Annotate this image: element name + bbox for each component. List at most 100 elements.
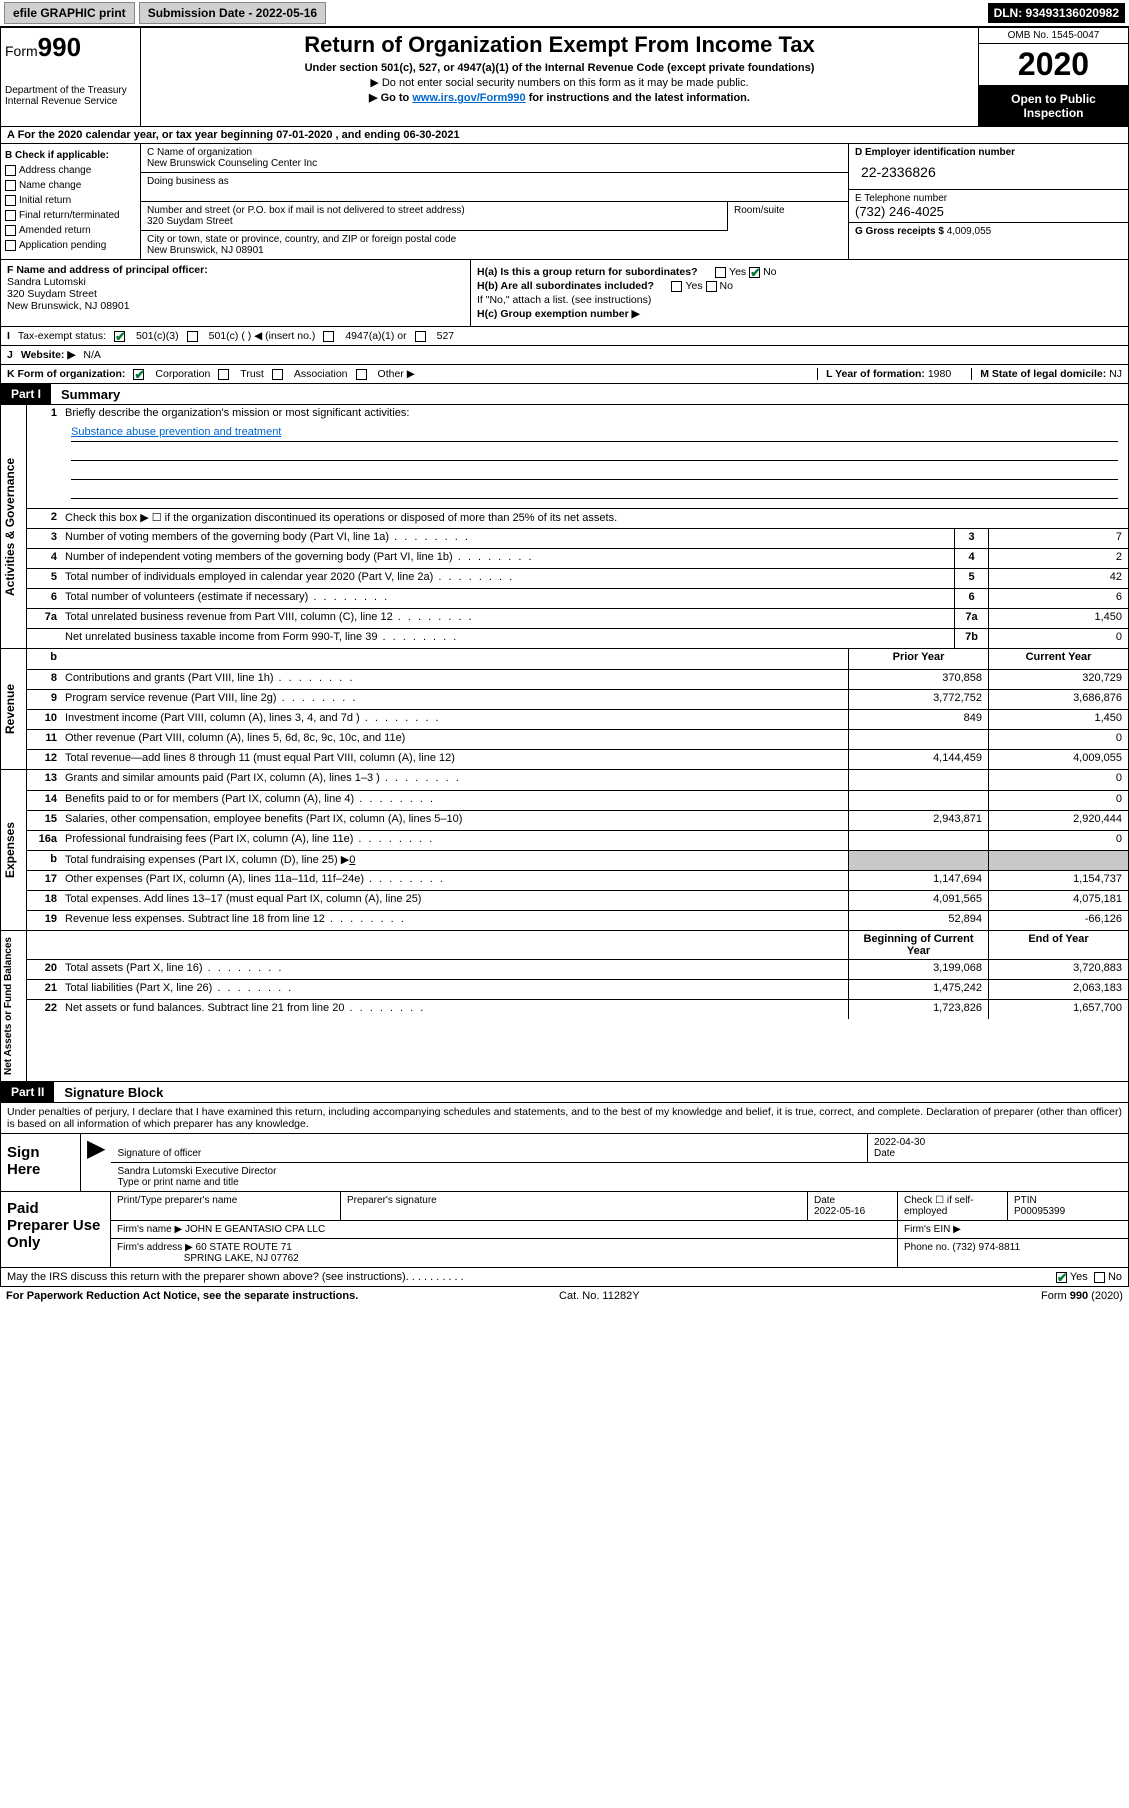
l21-prior: 1,475,242 (848, 980, 988, 999)
l13-prior (848, 770, 988, 790)
officer-addr2: New Brunswick, NJ 08901 (7, 300, 130, 312)
city-value: New Brunswick, NJ 08901 (147, 245, 264, 256)
state-domicile-label: M State of legal domicile: (980, 368, 1109, 380)
dba-label: Doing business as (147, 176, 229, 187)
l16a-prior (848, 831, 988, 850)
cb-4947a1[interactable] (323, 331, 334, 342)
ha-no[interactable] (749, 267, 760, 278)
firm-name-label: Firm's name ▶ (117, 1224, 185, 1235)
signature-label: Signature of officer (117, 1148, 201, 1159)
tax-exempt-label: Tax-exempt status: (18, 330, 106, 342)
cb-527[interactable] (415, 331, 426, 342)
l18-prior: 4,091,565 (848, 891, 988, 910)
mission-text: Substance abuse prevention and treatment (71, 426, 1118, 442)
officer-name: Sandra Lutomski (7, 276, 86, 288)
vtab-expenses: Expenses (1, 770, 27, 930)
cb-corporation[interactable] (133, 369, 144, 380)
l3-value: 7 (988, 529, 1128, 548)
discuss-yes[interactable] (1056, 1272, 1067, 1283)
l8-current: 320,729 (988, 670, 1128, 689)
city-label: City or town, state or province, country… (147, 234, 456, 245)
l18-current: 4,075,181 (988, 891, 1128, 910)
prep-date-label: Date (814, 1195, 835, 1206)
paperwork-notice: For Paperwork Reduction Act Notice, see … (6, 1290, 358, 1302)
ptin-label: PTIN (1014, 1195, 1037, 1206)
l9-current: 3,686,876 (988, 690, 1128, 709)
telephone-label: E Telephone number (855, 193, 947, 204)
cb-other[interactable] (356, 369, 367, 380)
cb-amended-return[interactable] (5, 225, 16, 236)
discuss-no[interactable] (1094, 1272, 1105, 1283)
hdr-prior-year: Prior Year (848, 649, 988, 669)
l11-current: 0 (988, 730, 1128, 749)
form-number: 990 (38, 32, 81, 62)
l6-value: 6 (988, 589, 1128, 608)
hb-label: H(b) Are all subordinates included? (477, 280, 654, 292)
ha-label: H(a) Is this a group return for subordin… (477, 266, 698, 278)
l15-current: 2,920,444 (988, 811, 1128, 830)
perjury-statement: Under penalties of perjury, I declare th… (0, 1103, 1129, 1134)
section-b-checkboxes: B Check if applicable: Address change Na… (1, 144, 141, 259)
hb-yes[interactable] (671, 281, 682, 292)
l16a-label: Professional fundraising fees (Part IX, … (65, 833, 353, 845)
goto-pre: ▶ Go to (369, 92, 412, 104)
gross-receipts-label: G Gross receipts $ (855, 226, 947, 237)
l16b-shaded-2 (988, 851, 1128, 870)
ptin-value: P00095399 (1014, 1206, 1065, 1217)
l19-label: Revenue less expenses. Subtract line 18 … (65, 913, 325, 925)
cb-501c[interactable] (187, 331, 198, 342)
tax-year: 2020 (979, 44, 1128, 86)
cb-name-change[interactable] (5, 180, 16, 191)
self-employed-label: Check ☐ if self-employed (898, 1192, 1008, 1220)
sign-arrow-icon: ▶ (81, 1134, 111, 1191)
vtab-net-assets: Net Assets or Fund Balances (1, 931, 27, 1081)
l14-current: 0 (988, 791, 1128, 810)
no-ssn-note: ▶ Do not enter social security numbers o… (145, 76, 974, 89)
open-public-2: Inspection (1023, 106, 1083, 120)
preparer-signature-label: Preparer's signature (341, 1192, 808, 1220)
l21-current: 2,063,183 (988, 980, 1128, 999)
l8-prior: 370,858 (848, 670, 988, 689)
l14-prior (848, 791, 988, 810)
cb-association[interactable] (272, 369, 283, 380)
street-value: 320 Suydam Street (147, 216, 233, 227)
cb-501c3[interactable] (114, 331, 125, 342)
cb-address-change[interactable] (5, 165, 16, 176)
f-officer-label: F Name and address of principal officer: (7, 264, 208, 276)
suite-label: Room/suite (728, 202, 848, 231)
hdr-beginning-year: Beginning of Current Year (848, 931, 988, 959)
firm-addr2: SPRING LAKE, NJ 07762 (184, 1253, 299, 1264)
l15-label: Salaries, other compensation, employee b… (65, 813, 462, 825)
hdr-end-year: End of Year (988, 931, 1128, 959)
hb-no[interactable] (706, 281, 717, 292)
telephone-value: (732) 246-4025 (855, 204, 944, 219)
website-value: N/A (83, 349, 101, 361)
cb-application-pending[interactable] (5, 240, 16, 251)
year-formation-label: L Year of formation: (826, 368, 928, 380)
l20-label: Total assets (Part X, line 16) (65, 962, 203, 974)
l22-prior: 1,723,826 (848, 1000, 988, 1019)
part1-tab: Part I (1, 384, 51, 404)
part2-title: Signature Block (54, 1085, 163, 1100)
instructions-link[interactable]: www.irs.gov/Form990 (412, 92, 525, 104)
cb-final-return[interactable] (5, 210, 16, 221)
vtab-governance: Activities & Governance (1, 405, 27, 648)
cb-initial-return[interactable] (5, 195, 16, 206)
l15-prior: 2,943,871 (848, 811, 988, 830)
l5-value: 42 (988, 569, 1128, 588)
l11-label: Other revenue (Part VIII, column (A), li… (65, 732, 405, 744)
year-formation-value: 1980 (928, 368, 951, 380)
l5-label: Total number of individuals employed in … (65, 571, 433, 583)
l9-label: Program service revenue (Part VIII, line… (65, 692, 277, 704)
l17-label: Other expenses (Part IX, column (A), lin… (65, 873, 364, 885)
l12-current: 4,009,055 (988, 750, 1128, 769)
efile-label: efile GRAPHIC print (4, 2, 135, 24)
ha-yes[interactable] (715, 267, 726, 278)
l21-label: Total liabilities (Part X, line 26) (65, 982, 212, 994)
sign-here-label: Sign Here (1, 1134, 81, 1191)
gross-receipts-value: 4,009,055 (947, 226, 992, 237)
street-label: Number and street (or P.O. box if mail i… (147, 205, 465, 216)
mission-blank-1 (71, 445, 1118, 461)
cb-trust[interactable] (218, 369, 229, 380)
l10-current: 1,450 (988, 710, 1128, 729)
